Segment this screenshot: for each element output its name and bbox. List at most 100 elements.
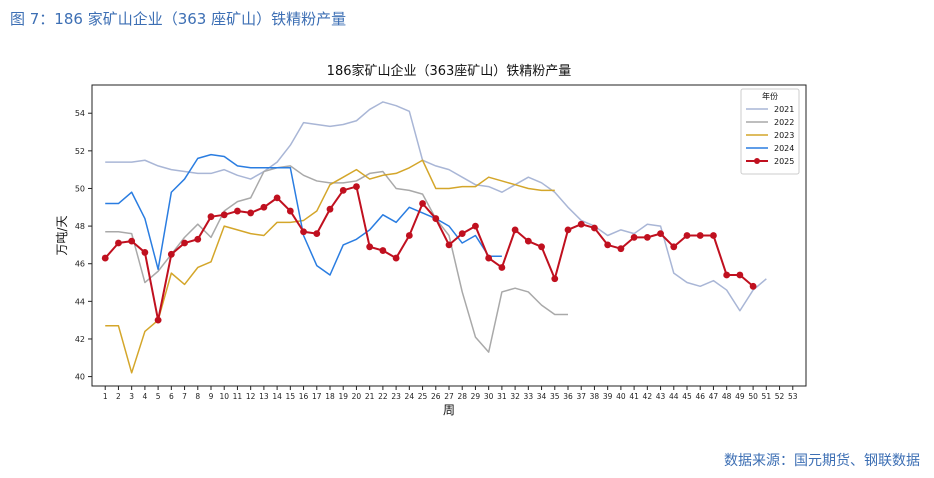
data-point-2025	[485, 254, 493, 262]
x-tick-label: 1	[103, 392, 108, 401]
series-line-2024	[105, 153, 502, 276]
legend-label-2025: 2025	[774, 157, 794, 166]
series-line-2022	[105, 165, 568, 353]
x-tick-label: 16	[299, 392, 309, 401]
x-tick-label: 12	[246, 392, 256, 401]
x-tick-label: 21	[365, 392, 375, 401]
x-tick-label: 52	[775, 392, 785, 401]
data-point-2025	[472, 222, 479, 230]
data-point-2025	[115, 239, 122, 247]
data-point-2025	[392, 254, 400, 262]
x-tick-label: 33	[524, 392, 534, 401]
data-point-2025	[167, 250, 175, 258]
x-tick-label: 36	[563, 392, 573, 401]
x-tick-label: 37	[576, 392, 586, 401]
data-point-2025	[524, 237, 532, 245]
x-tick-label: 9	[209, 392, 214, 401]
x-tick-label: 34	[537, 392, 547, 401]
y-tick-label: 48	[75, 222, 85, 231]
x-tick-label: 48	[722, 392, 732, 401]
x-tick-label: 25	[418, 392, 428, 401]
x-tick-label: 15	[286, 392, 296, 401]
x-tick-label: 42	[643, 392, 653, 401]
legend-box	[740, 88, 800, 175]
x-tick-label: 46	[695, 392, 705, 401]
data-point-2025	[498, 264, 506, 271]
data-point-2025	[723, 271, 731, 279]
data-point-2025	[577, 220, 585, 228]
data-point-2025	[300, 228, 307, 236]
data-point-2025	[696, 232, 704, 239]
x-tick-label: 23	[391, 392, 401, 401]
x-tick-label: 8	[195, 392, 200, 401]
x-tick-label: 4	[142, 392, 147, 401]
series-line-2023	[105, 159, 555, 374]
data-point-2025	[194, 235, 202, 243]
x-tick-label: 51	[762, 392, 772, 401]
data-point-2025	[551, 275, 559, 283]
x-tick-label: 35	[550, 392, 560, 401]
data-point-2025	[564, 226, 572, 234]
y-tick-label: 46	[75, 260, 85, 269]
figure-caption: 图 7：186 家矿山企业（363 座矿山）铁精粉产量	[10, 10, 347, 28]
data-point-2025	[273, 194, 281, 202]
data-point-2025	[101, 254, 109, 262]
data-point-2025	[141, 249, 149, 256]
x-tick-label: 39	[603, 392, 613, 401]
x-tick-label: 49	[735, 392, 745, 401]
x-tick-label: 22	[378, 392, 388, 401]
data-point-2025	[643, 233, 651, 241]
data-point-2025	[511, 226, 519, 234]
x-tick-label: 29	[471, 392, 481, 401]
x-tick-label: 31	[497, 392, 507, 401]
x-tick-label: 27	[444, 392, 454, 401]
data-point-2025	[339, 186, 347, 194]
y-tick-label: 50	[75, 184, 85, 193]
y-tick-label: 54	[75, 109, 85, 118]
legend-label-2022: 2022	[774, 118, 794, 127]
x-tick-label: 24	[405, 392, 415, 401]
data-point-2025	[630, 233, 638, 241]
data-point-2025	[617, 245, 625, 253]
series-2021	[105, 101, 767, 312]
legend-marker-2025	[754, 158, 760, 164]
data-point-2025	[207, 213, 215, 221]
y-tick-label: 52	[75, 147, 85, 156]
x-tick-label: 26	[431, 392, 441, 401]
data-point-2025	[445, 241, 453, 249]
legend-title: 年份	[762, 91, 778, 101]
data-point-2025	[379, 247, 387, 254]
x-tick-label: 10	[219, 392, 229, 401]
data-point-2025	[366, 243, 374, 251]
data-point-2025	[749, 282, 757, 290]
data-point-2025	[405, 232, 413, 239]
x-tick-label: 45	[682, 392, 692, 401]
legend-label-2021: 2021	[774, 105, 794, 114]
x-tick-label: 28	[457, 392, 467, 401]
x-tick-label: 40	[616, 392, 626, 401]
x-tick-label: 17	[312, 392, 322, 401]
data-point-2025	[154, 316, 162, 324]
data-point-2025	[419, 200, 426, 207]
x-tick-label: 3	[129, 392, 134, 401]
x-tick-label: 6	[169, 392, 174, 401]
data-point-2025	[604, 241, 612, 249]
x-tick-label: 38	[590, 392, 600, 401]
data-point-2025	[220, 211, 228, 219]
x-tick-label: 47	[709, 392, 719, 401]
x-tick-label: 43	[656, 392, 666, 401]
x-tick-label: 44	[669, 392, 679, 401]
x-tick-label: 14	[272, 392, 282, 401]
data-point-2025	[234, 207, 241, 215]
x-tick-label: 32	[510, 392, 520, 401]
y-tick-label: 40	[75, 373, 85, 382]
x-tick-label: 5	[156, 392, 161, 401]
data-point-2025	[670, 243, 678, 251]
data-point-2025	[538, 243, 545, 251]
data-point-2025	[432, 215, 440, 222]
data-point-2025	[591, 224, 598, 232]
chart-title: 186家矿山企业（363座矿山）铁精粉产量	[327, 63, 572, 79]
data-point-2025	[657, 230, 664, 238]
series-2024	[105, 153, 502, 276]
